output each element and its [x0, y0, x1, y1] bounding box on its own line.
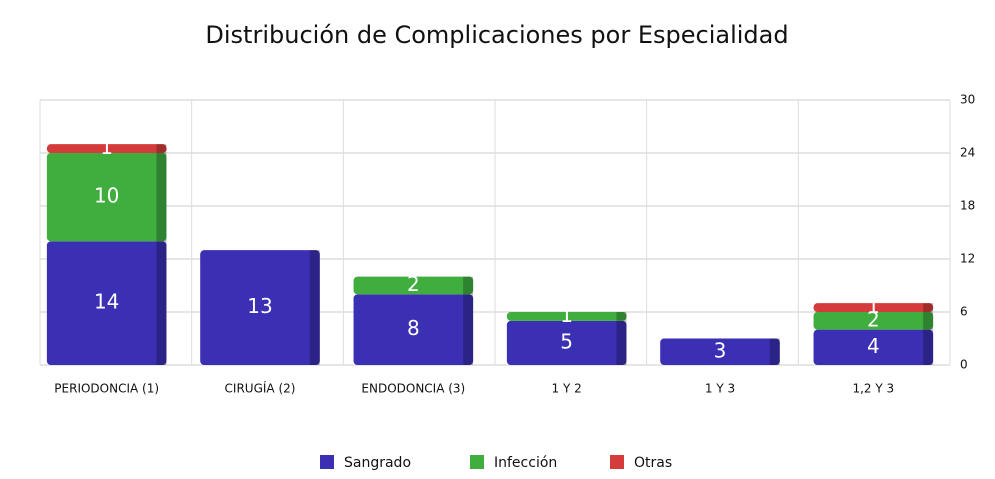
bar-shade [769, 338, 780, 365]
legend-swatch [610, 455, 624, 469]
bar-segment [813, 303, 934, 312]
y-tick-label: 18 [960, 199, 975, 213]
data-label: 8 [407, 316, 420, 340]
x-tick-label: 1,2 Y 3 [852, 382, 894, 396]
bar-shade [616, 320, 627, 365]
y-tick-label: 24 [960, 146, 975, 160]
data-label: 4 [867, 334, 880, 358]
bar-shade [156, 144, 167, 153]
bar-shade [156, 153, 167, 242]
bar-segment [506, 312, 627, 321]
data-label: 14 [94, 290, 119, 314]
x-tick-label: ENDODONCIA (3) [361, 382, 465, 396]
bar-shade [616, 312, 627, 321]
x-tick-label: CIRUGÍA (2) [225, 381, 296, 396]
x-tick-label: 1 Y 3 [705, 382, 735, 396]
bar-segment [660, 338, 780, 365]
legend-label: Sangrado [344, 455, 411, 471]
data-label: 2 [407, 272, 420, 296]
bar-shade [923, 312, 934, 330]
data-label: 3 [714, 338, 727, 362]
bar-segment [46, 241, 167, 365]
x-tick-label: PERIODONCIA (1) [54, 382, 159, 396]
data-label: 10 [94, 184, 119, 208]
bar-shade [156, 241, 167, 365]
bar-segment [813, 329, 934, 365]
bar-segment [46, 144, 167, 153]
bar-segment [813, 312, 934, 330]
legend-label: Infección [494, 455, 557, 471]
bar-segment [353, 276, 474, 295]
bar-shade [923, 329, 934, 365]
bar-shade [463, 276, 474, 295]
data-label: 5 [560, 329, 573, 353]
data-label: 1 [867, 294, 880, 318]
x-tick-label: 1 Y 2 [552, 382, 582, 396]
y-tick-label: 12 [960, 252, 975, 266]
legend-swatch [320, 455, 334, 469]
bar-segment [200, 250, 320, 365]
bar-segment [46, 153, 167, 242]
data-label: 13 [247, 294, 272, 318]
y-tick-label: 30 [960, 93, 975, 107]
data-label: 1 [100, 135, 113, 159]
chart-title: Distribución de Complicaciones por Espec… [205, 21, 788, 49]
y-tick-label: 0 [960, 358, 968, 372]
legend-swatch [470, 455, 484, 469]
data-label: 2 [867, 307, 880, 331]
bar-shade [463, 294, 474, 365]
bar-segment [506, 320, 627, 365]
bar-shade [309, 250, 320, 365]
y-tick-label: 6 [960, 305, 968, 319]
data-label: 1 [560, 303, 573, 327]
bar-segment [353, 294, 474, 365]
legend-label: Otras [634, 455, 672, 471]
bar-shade [923, 303, 934, 312]
